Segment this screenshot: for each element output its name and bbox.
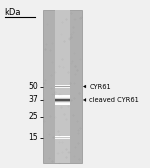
Bar	[55, 102, 70, 103]
Text: 50: 50	[28, 82, 38, 91]
Bar	[55, 99, 70, 100]
Bar	[55, 101, 70, 102]
Bar	[55, 95, 70, 96]
Bar	[55, 138, 70, 139]
Bar	[55, 97, 70, 98]
Bar	[55, 99, 70, 100]
Text: kDa: kDa	[4, 8, 21, 17]
Bar	[55, 96, 70, 97]
Bar	[55, 88, 70, 89]
Bar	[55, 96, 70, 97]
Bar	[55, 101, 70, 102]
Bar	[55, 86, 70, 87]
Bar	[55, 97, 70, 98]
Bar	[43, 10, 82, 163]
Bar	[55, 10, 70, 163]
Bar	[55, 137, 70, 138]
Bar	[55, 87, 70, 88]
Bar	[55, 102, 70, 103]
Bar	[55, 104, 70, 105]
Bar	[55, 98, 70, 99]
Polygon shape	[83, 98, 86, 101]
Text: CYR61: CYR61	[89, 83, 111, 90]
Bar	[55, 137, 70, 138]
Bar	[55, 85, 70, 86]
Text: cleaved CYR61: cleaved CYR61	[89, 97, 139, 103]
Bar	[55, 100, 70, 101]
Bar	[55, 95, 70, 96]
Bar	[55, 87, 70, 88]
Bar	[55, 103, 70, 104]
Bar	[55, 86, 70, 87]
Text: 15: 15	[29, 133, 38, 142]
Bar	[55, 138, 70, 139]
Bar	[55, 103, 70, 104]
Text: 37: 37	[28, 95, 38, 104]
Text: 25: 25	[29, 112, 38, 121]
Bar	[55, 85, 70, 86]
Bar	[55, 100, 70, 101]
Bar	[55, 136, 70, 137]
Polygon shape	[83, 85, 86, 88]
Bar	[55, 136, 70, 137]
